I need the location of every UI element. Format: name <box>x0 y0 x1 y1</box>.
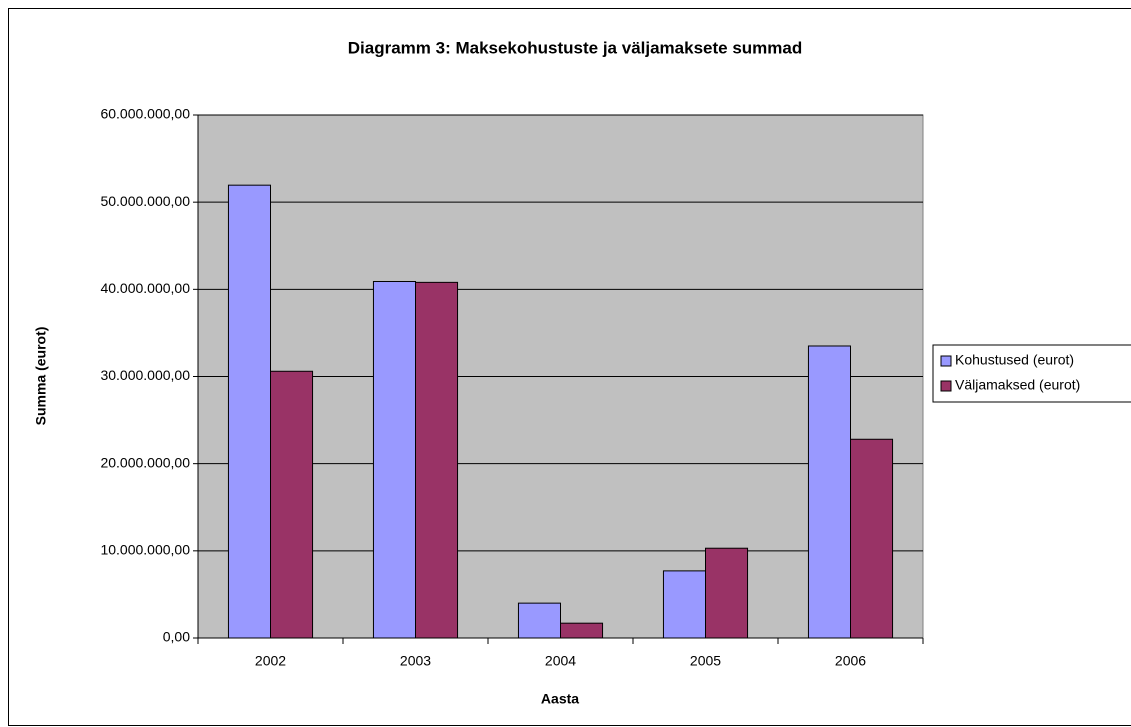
legend-label: Kohustused (eurot) <box>955 352 1074 368</box>
bar <box>227 184 271 639</box>
bar <box>807 345 852 639</box>
legend-swatch <box>940 355 952 367</box>
x-tick-label: 2005 <box>690 653 721 669</box>
y-tick-label: 40.000.000,00 <box>100 280 190 296</box>
x-tick-label: 2003 <box>400 653 431 669</box>
bar <box>517 602 562 639</box>
bar <box>560 622 604 639</box>
legend-label: Väljamaksed (eurot) <box>955 377 1080 393</box>
bar <box>850 438 894 639</box>
x-tick-label: 2002 <box>255 653 286 669</box>
x-tick-label: 2006 <box>835 653 866 669</box>
bar <box>372 280 417 639</box>
y-tick-label: 20.000.000,00 <box>100 454 190 470</box>
legend-swatch <box>940 380 952 392</box>
bar <box>662 570 707 639</box>
x-axis-title: Aasta <box>541 691 579 707</box>
x-tick-label: 2004 <box>545 653 576 669</box>
chart-title: Diagramm 3: Maksekohustuste ja väljamaks… <box>348 38 802 57</box>
y-tick-label: 60.000.000,00 <box>100 106 190 122</box>
bar <box>270 370 314 639</box>
y-tick-label: 0,00 <box>163 629 190 645</box>
legend <box>932 344 1131 403</box>
bar <box>415 281 459 639</box>
bar <box>705 547 749 639</box>
y-tick-label: 30.000.000,00 <box>100 367 190 383</box>
y-axis-title: Summa (eurot) <box>33 327 49 426</box>
y-tick-label: 50.000.000,00 <box>100 193 190 209</box>
y-tick-label: 10.000.000,00 <box>100 542 190 558</box>
